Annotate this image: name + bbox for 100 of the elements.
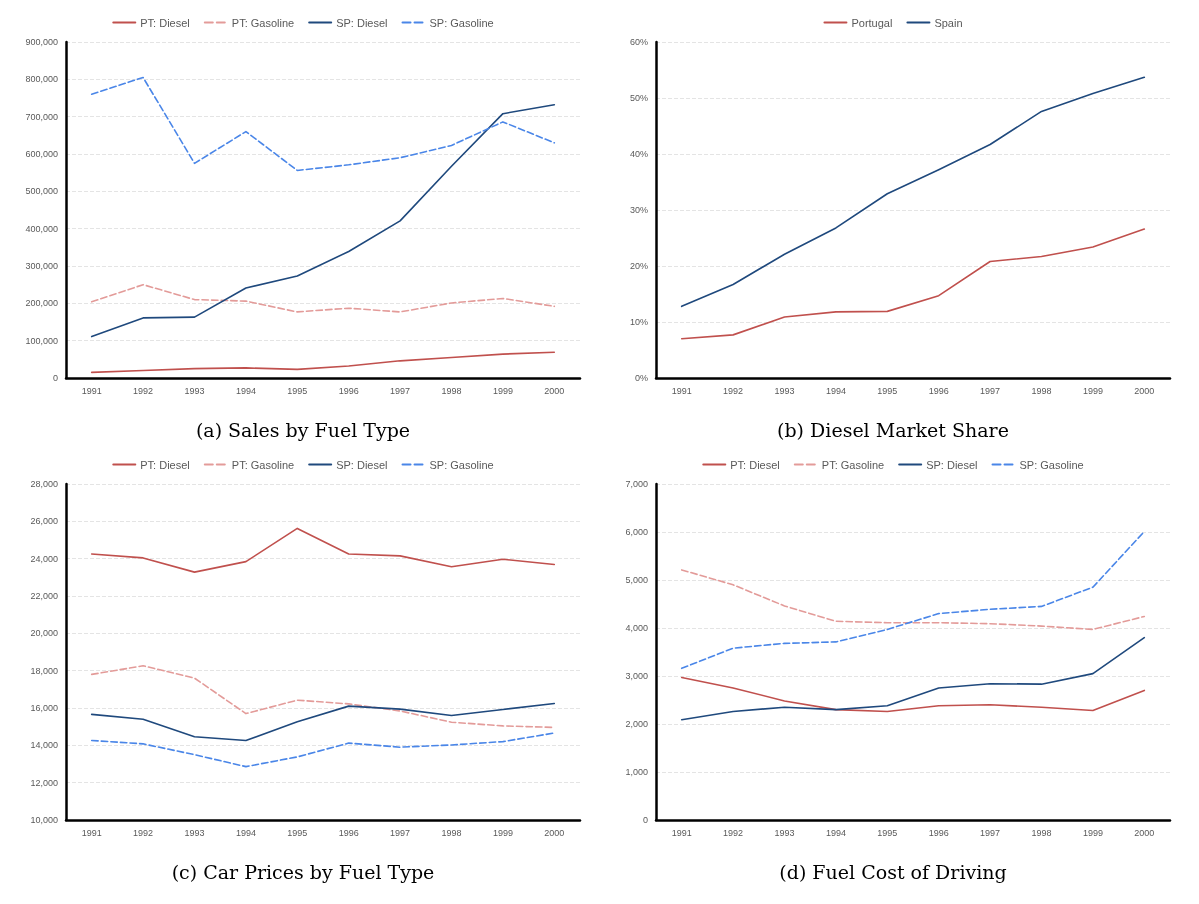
line-series [680,636,1146,721]
line-series [90,527,556,573]
text: (b) Diesel Market Share [777,418,1009,441]
legend-label: SP: Gasoline [429,458,494,471]
x-tick-label: 1999 [492,385,513,396]
x-tick-label: 1991 [81,827,102,838]
y-tick-label: 12,000 [30,777,58,788]
y-tick-label: 500,000 [25,186,58,197]
y-tick-label: 14,000 [30,740,58,751]
y-tick-label: 0 [52,373,58,383]
line-series [680,530,1146,670]
x-tick-label: 1999 [1082,827,1103,838]
text: (a) Sales by Fuel Type [195,418,411,441]
y-tick-label: 900,000 [25,37,58,47]
y-tick-label: 6,000 [625,527,648,537]
legend-label: PT: Diesel [140,458,190,471]
x-tick-label: 1992 [133,827,154,838]
line-series [90,702,556,742]
x-tick-label: 1992 [723,385,744,396]
y-tick-label: 600,000 [25,149,58,159]
x-tick-label: 1994 [235,385,256,396]
x-tick-label: 1993 [184,385,205,396]
x-tick-label: 1998 [441,385,462,396]
x-tick-label: 1997 [390,827,411,838]
x-tick-label: 1992 [723,827,744,838]
y-tick-label: 16,000 [30,703,58,713]
x-tick-label: 2000 [544,385,565,396]
x-tick-label: 2000 [1134,827,1155,838]
y-tick-label: 18,000 [30,665,58,676]
x-tick-label: 1998 [1031,827,1052,838]
y-tick-label: 7,000 [625,479,648,489]
legend-label: PT: Gasoline [231,458,295,471]
x-tick-label: 1997 [390,385,411,396]
x-tick-label: 1996 [928,385,949,396]
x-tick-label: 1999 [492,827,513,838]
x-tick-label: 1993 [184,827,205,838]
y-tick-label: 10% [629,317,648,327]
x-tick-label: 1994 [235,827,256,838]
y-tick-label: 800,000 [25,74,58,85]
y-tick-label: 200,000 [25,298,58,309]
y-tick-label: 24,000 [30,553,58,564]
x-tick-label: 1996 [338,385,359,396]
x-tick-label: 2000 [544,827,565,838]
line-series [680,676,1146,713]
y-tick-label: 10,000 [30,815,58,825]
y-tick-label: 26,000 [30,516,58,527]
legend-label: SP: Gasoline [429,16,494,29]
x-tick-label: 1994 [825,385,846,396]
legend-label: PT: Diesel [730,458,780,471]
x-tick-label: 1994 [825,827,846,838]
y-tick-label: 40% [629,149,648,159]
legend-label: PT: Gasoline [821,458,885,471]
legend-label: Portugal [851,16,893,29]
x-tick-label: 1995 [287,827,308,838]
y-tick-label: 2,000 [625,719,648,729]
line-series [680,228,1146,340]
legend-label: SP: Diesel [926,458,978,471]
text: (c) Car Prices by Fuel Type [171,860,435,883]
x-tick-label: 1997 [980,385,1001,396]
x-tick-label: 1995 [877,385,898,396]
x-tick-label: 1991 [671,385,692,396]
line-series [90,76,556,172]
x-tick-label: 1991 [671,827,692,838]
legend-label: Spain [934,16,963,29]
y-tick-label: 20% [629,261,648,271]
x-tick-label: 1993 [774,827,795,838]
y-tick-label: 0% [634,373,648,383]
x-tick-label: 1998 [441,827,462,838]
x-tick-label: 1995 [287,385,308,396]
x-tick-label: 1993 [774,385,795,396]
x-tick-label: 1996 [928,827,949,838]
y-tick-label: 700,000 [25,111,58,122]
x-tick-label: 1998 [1031,385,1052,396]
y-tick-label: 5,000 [625,575,648,585]
y-tick-label: 22,000 [30,591,58,601]
y-tick-label: 60% [629,37,648,47]
y-tick-label: 20,000 [30,628,58,639]
x-tick-label: 1997 [980,827,1001,838]
x-tick-label: 1992 [133,385,154,396]
text: (d) Fuel Cost of Driving [779,860,1007,883]
legend-label: PT: Gasoline [231,16,295,29]
y-tick-label: 0 [642,815,648,825]
line-series [90,351,556,374]
legend-label: SP: Diesel [336,16,388,29]
legend-label: SP: Diesel [336,458,388,471]
x-tick-label: 2000 [1134,385,1155,396]
y-tick-label: 100,000 [25,335,58,346]
x-tick-label: 1996 [338,827,359,838]
y-tick-label: 400,000 [25,223,58,234]
legend-label: SP: Gasoline [1019,458,1084,471]
y-tick-label: 50% [629,93,648,103]
y-tick-label: 3,000 [625,671,648,681]
line-series [90,103,556,338]
x-tick-label: 1995 [877,827,898,838]
line-series [680,76,1146,308]
y-tick-label: 300,000 [25,261,58,271]
x-tick-label: 1999 [1082,385,1103,396]
line-series [90,732,556,768]
x-tick-label: 1991 [81,385,102,396]
line-series [90,283,556,313]
